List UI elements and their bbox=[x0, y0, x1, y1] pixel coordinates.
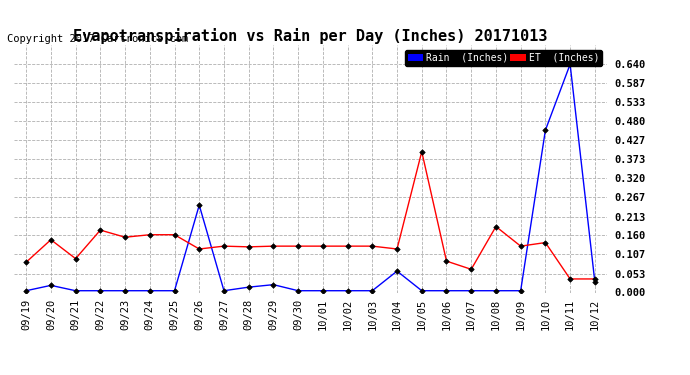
Title: Evapotranspiration vs Rain per Day (Inches) 20171013: Evapotranspiration vs Rain per Day (Inch… bbox=[73, 28, 548, 44]
Legend: Rain  (Inches), ET  (Inches): Rain (Inches), ET (Inches) bbox=[405, 50, 602, 66]
Text: Copyright 2017 Cartronics.com: Copyright 2017 Cartronics.com bbox=[7, 34, 188, 44]
